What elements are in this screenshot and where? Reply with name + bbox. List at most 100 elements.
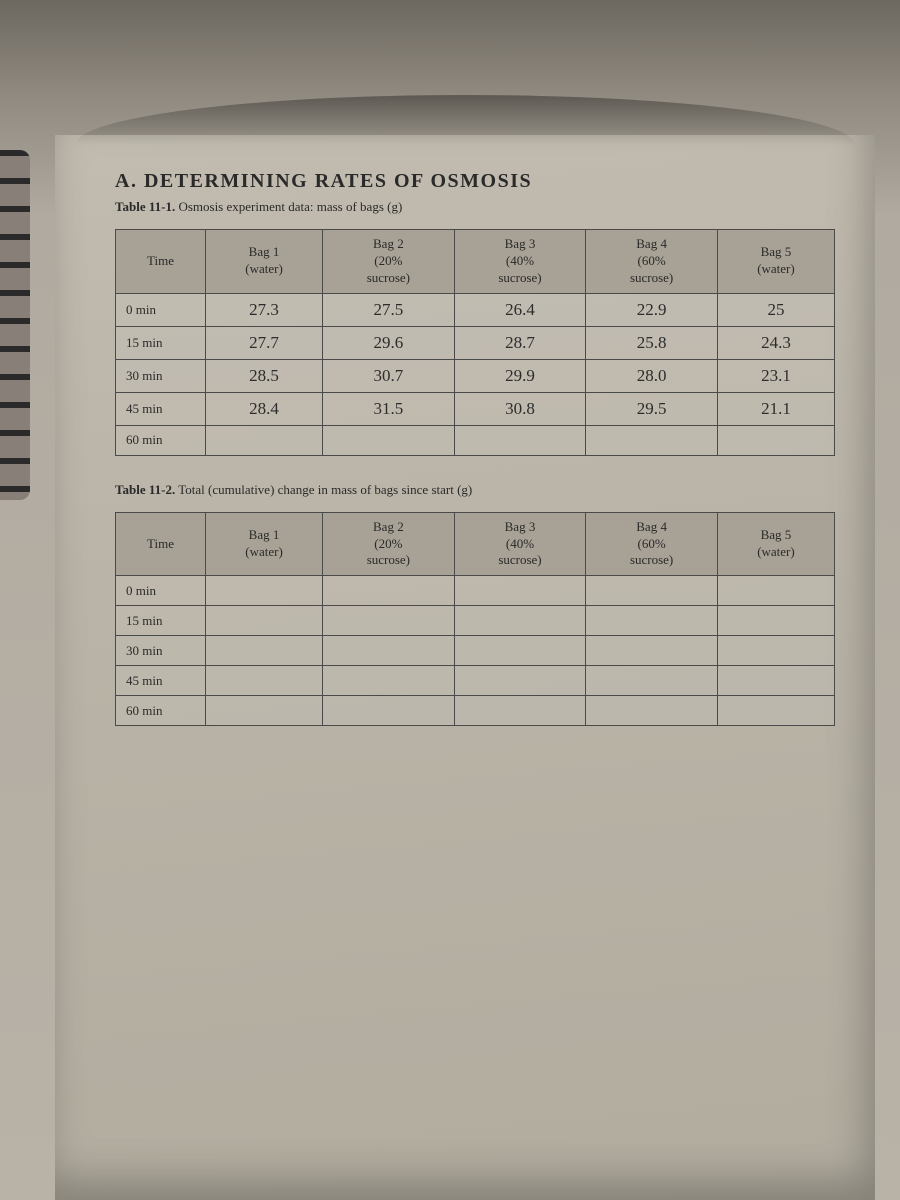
table2-caption: Table 11-2. Total (cumulative) change in… — [115, 482, 835, 498]
data-cell — [206, 606, 323, 636]
data-cell — [323, 425, 455, 455]
table2-col-time: Time — [116, 512, 206, 576]
data-cell — [717, 576, 834, 606]
data-cell — [454, 696, 586, 726]
table1-col-bag3: Bag 3(40%sucrose) — [454, 230, 586, 294]
data-cell: 27.5 — [323, 293, 455, 326]
time-cell: 15 min — [116, 326, 206, 359]
data-cell — [454, 576, 586, 606]
data-cell — [717, 696, 834, 726]
table-row: 15 min — [116, 606, 835, 636]
handwritten-value: 27.5 — [373, 300, 403, 319]
data-cell — [206, 576, 323, 606]
data-cell — [586, 666, 718, 696]
handwritten-value: 27.3 — [249, 300, 279, 319]
data-cell: 29.5 — [586, 392, 718, 425]
table1-caption-text: Osmosis experiment data: mass of bags (g… — [175, 199, 402, 214]
handwritten-value: 28.0 — [637, 366, 667, 385]
data-cell: 28.7 — [454, 326, 586, 359]
handwritten-value: 30.7 — [373, 366, 403, 385]
table2-caption-label: Table 11-2. — [115, 482, 175, 497]
data-cell — [586, 425, 718, 455]
data-cell: 22.9 — [586, 293, 718, 326]
table1-col-time: Time — [116, 230, 206, 294]
table1-col-bag5: Bag 5(water) — [717, 230, 834, 294]
data-cell — [717, 666, 834, 696]
table2-col-bag3: Bag 3(40%sucrose) — [454, 512, 586, 576]
table-row: 45 min28.431.530.829.521.1 — [116, 392, 835, 425]
handwritten-value: 24.3 — [761, 333, 791, 352]
data-cell: 24.3 — [717, 326, 834, 359]
handwritten-value: 23.1 — [761, 366, 791, 385]
handwritten-value: 28.7 — [505, 333, 535, 352]
table2-col-bag4: Bag 4(60%sucrose) — [586, 512, 718, 576]
data-cell — [206, 425, 323, 455]
handwritten-value: 25.8 — [637, 333, 667, 352]
data-cell — [454, 636, 586, 666]
time-cell: 30 min — [116, 636, 206, 666]
data-cell: 25 — [717, 293, 834, 326]
table2-col-bag1: Bag 1(water) — [206, 512, 323, 576]
data-cell: 29.6 — [323, 326, 455, 359]
table1: Time Bag 1(water) Bag 2(20%sucrose) Bag … — [115, 229, 835, 456]
handwritten-value: 25 — [767, 300, 784, 319]
table-row: 60 min — [116, 425, 835, 455]
table-row: 60 min — [116, 696, 835, 726]
data-cell: 26.4 — [454, 293, 586, 326]
table2-header-row: Time Bag 1(water) Bag 2(20%sucrose) Bag … — [116, 512, 835, 576]
table-row: 30 min — [116, 636, 835, 666]
time-cell: 15 min — [116, 606, 206, 636]
data-cell — [454, 606, 586, 636]
data-cell — [454, 666, 586, 696]
table1-col-bag2: Bag 2(20%sucrose) — [323, 230, 455, 294]
handwritten-value: 29.5 — [637, 399, 667, 418]
data-cell — [323, 606, 455, 636]
data-cell: 27.3 — [206, 293, 323, 326]
table-row: 0 min — [116, 576, 835, 606]
data-cell — [586, 606, 718, 636]
data-cell — [323, 636, 455, 666]
table1-col-bag1: Bag 1(water) — [206, 230, 323, 294]
handwritten-value: 29.9 — [505, 366, 535, 385]
data-cell: 31.5 — [323, 392, 455, 425]
data-cell — [206, 696, 323, 726]
data-cell — [323, 576, 455, 606]
data-cell: 28.4 — [206, 392, 323, 425]
table1-caption: Table 11-1. Osmosis experiment data: mas… — [115, 199, 835, 215]
data-cell — [717, 425, 834, 455]
handwritten-value: 27.7 — [249, 333, 279, 352]
time-cell: 60 min — [116, 696, 206, 726]
table2-body: 0 min15 min30 min45 min60 min — [116, 576, 835, 726]
worksheet-page: A. DETERMINING RATES OF OSMOSIS Table 11… — [55, 135, 875, 1200]
time-cell: 0 min — [116, 576, 206, 606]
data-cell: 23.1 — [717, 359, 834, 392]
table1-header-row: Time Bag 1(water) Bag 2(20%sucrose) Bag … — [116, 230, 835, 294]
data-cell: 21.1 — [717, 392, 834, 425]
data-cell: 30.7 — [323, 359, 455, 392]
data-cell: 28.0 — [586, 359, 718, 392]
handwritten-value: 26.4 — [505, 300, 535, 319]
data-cell — [586, 696, 718, 726]
handwritten-value: 28.5 — [249, 366, 279, 385]
table1-col-bag4: Bag 4(60%sucrose) — [586, 230, 718, 294]
data-cell — [717, 606, 834, 636]
data-cell — [323, 666, 455, 696]
table-row: 30 min 28.5 30.7 29.9 28.0 23.1 — [116, 359, 835, 392]
table2-col-bag2: Bag 2(20%sucrose) — [323, 512, 455, 576]
time-cell: 45 min — [116, 666, 206, 696]
data-cell: 27.7 — [206, 326, 323, 359]
handwritten-value: 22.9 — [637, 300, 667, 319]
section-heading: A. DETERMINING RATES OF OSMOSIS — [115, 170, 835, 193]
data-cell: 30.8 — [454, 392, 586, 425]
data-cell: 25.8 — [586, 326, 718, 359]
table2-caption-text: Total (cumulative) change in mass of bag… — [175, 482, 472, 497]
table-row: 0 min 27.3 27.5 26.4 22.9 25 — [116, 293, 835, 326]
time-cell: 60 min — [116, 425, 206, 455]
time-cell: 30 min — [116, 359, 206, 392]
table2: Time Bag 1(water) Bag 2(20%sucrose) Bag … — [115, 512, 835, 727]
handwritten-value: 21.1 — [761, 399, 791, 418]
handwritten-value: 28.4 — [249, 399, 279, 418]
time-cell: 0 min — [116, 293, 206, 326]
spiral-binding — [0, 150, 30, 500]
data-cell — [717, 636, 834, 666]
